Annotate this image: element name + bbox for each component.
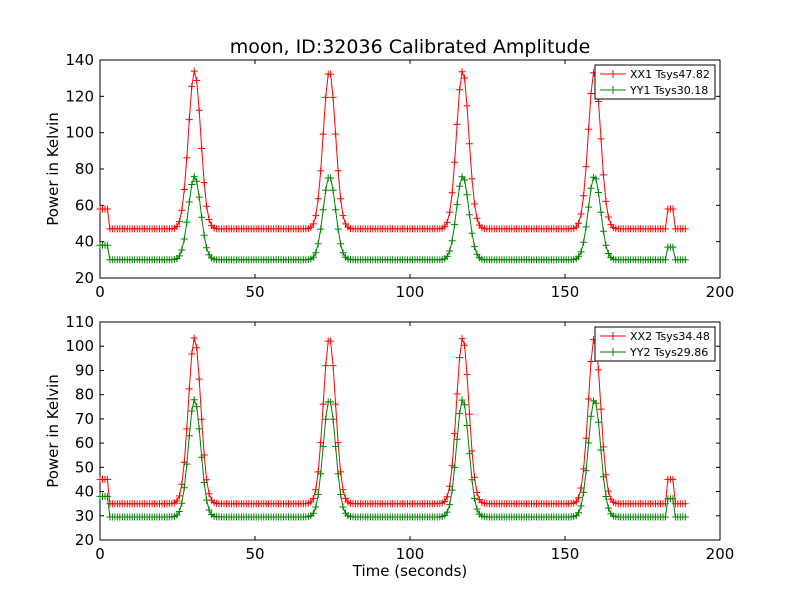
x-tick-label: 200	[706, 545, 735, 563]
subplot-bottom: 0 50 100 150 200 20 30 40 50 60 70 80 90 100 110 Power…	[44, 313, 734, 580]
x-tick-label: 150	[551, 283, 580, 301]
legend-box	[594, 64, 716, 100]
x-tick-label: 150	[551, 545, 580, 563]
y-tick-label: 80	[75, 160, 94, 178]
y-tick-label: 80	[75, 386, 94, 404]
series-markers-xx2	[96, 334, 689, 508]
subplot-bottom-ylabel: Power in Kelvin	[44, 374, 62, 488]
x-tick-label: 100	[396, 545, 425, 563]
x-tick-label: 50	[245, 545, 264, 563]
legend-marker-xx1	[609, 70, 617, 78]
y-tick-label: 20	[75, 531, 94, 549]
subplot-top-ylabel: Power in Kelvin	[44, 112, 62, 226]
subplot-top-legend: XX1 Tsys47.82 YY1 Tsys30.18	[594, 64, 716, 100]
y-tick-label: 40	[75, 483, 94, 501]
y-tick-label: 60	[75, 196, 94, 214]
y-tick-label: 60	[75, 434, 94, 452]
legend-marker-yy2	[609, 348, 617, 356]
x-tick-label: 0	[95, 545, 105, 563]
subplot-bottom-ticks: 0 50 100 150 200 20 30 40 50 60 70 80 90 100 110	[65, 313, 734, 563]
legend-marker-yy1	[609, 86, 617, 94]
y-tick-label: 100	[65, 124, 94, 142]
y-tick-label: 120	[65, 87, 94, 105]
y-tick-label: 100	[65, 337, 94, 355]
subplot-bottom-plotarea	[96, 334, 689, 521]
series-markers-yy1	[96, 172, 689, 264]
y-tick-label: 70	[75, 410, 94, 428]
x-tick-label: 200	[706, 283, 735, 301]
y-tick-label: 50	[75, 458, 94, 476]
y-tick-label: 20	[75, 269, 94, 287]
legend-label-yy1: YY1 Tsys30.18	[629, 84, 708, 97]
subplot-top: 0 50 100 150 200 20 40 60 80 100 120 140 Power in K…	[44, 51, 734, 301]
subplot-bottom-xlabel: Time (seconds)	[352, 562, 468, 580]
legend-label-xx1: XX1 Tsys47.82	[630, 68, 710, 81]
series-markers-yy2	[96, 396, 689, 521]
y-tick-label: 40	[75, 233, 94, 251]
x-tick-label: 0	[95, 283, 105, 301]
subplot-bottom-legend: XX2 Tsys34.48 YY2 Tsys29.86	[594, 326, 716, 362]
x-tick-label: 50	[245, 283, 264, 301]
subplot-top-ticks: 0 50 100 150 200 20 40 60 80 100 120 140	[65, 51, 734, 301]
subplot-top-plotarea	[96, 67, 689, 264]
y-tick-label: 110	[65, 313, 94, 331]
chart-title: moon, ID:32036 Calibrated Amplitude	[230, 36, 591, 58]
legend-box	[594, 326, 716, 362]
legend-marker-xx2	[609, 332, 617, 340]
legend-label-yy2: YY2 Tsys29.86	[629, 346, 708, 359]
series-markers-xx1	[96, 67, 689, 233]
legend-label-xx2: XX2 Tsys34.48	[630, 330, 710, 343]
x-tick-label: 100	[396, 283, 425, 301]
y-tick-label: 30	[75, 507, 94, 525]
y-tick-label: 140	[65, 51, 94, 69]
y-tick-label: 90	[75, 361, 94, 379]
